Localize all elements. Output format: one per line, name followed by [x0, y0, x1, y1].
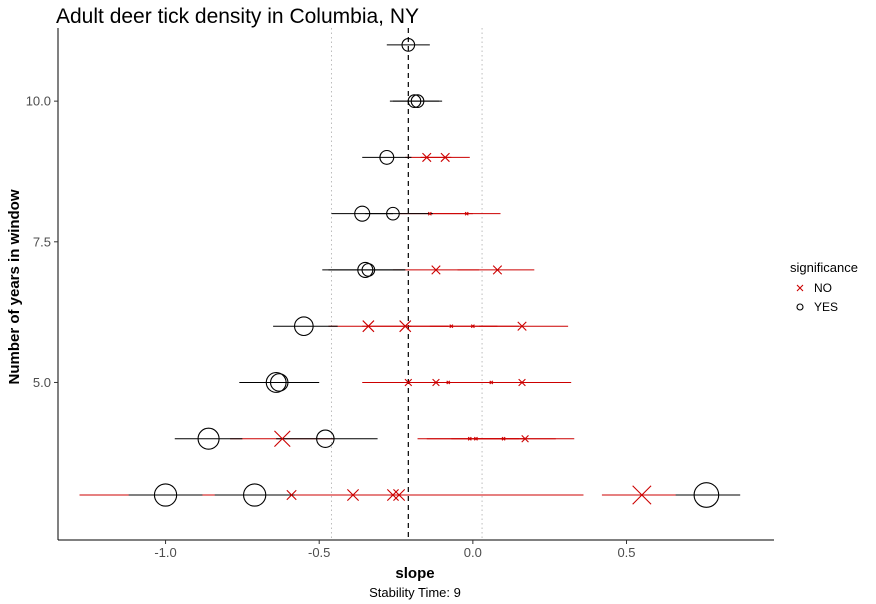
point-significant [197, 427, 220, 450]
point-not-significant [449, 324, 454, 329]
legend: significance NO YES [790, 260, 858, 314]
x-axis-ticks: -1.0 -0.5 0.0 0.5 [154, 540, 636, 560]
chart-caption: Stability Time: 9 [369, 585, 461, 600]
point-significant [693, 482, 720, 508]
reference-lines [330, 28, 483, 540]
point-significant [401, 38, 416, 52]
point-not-significant [286, 489, 297, 501]
x-tick-label: -1.0 [154, 545, 176, 560]
point-significant [407, 94, 422, 108]
point-significant [361, 263, 376, 277]
legend-label: YES [814, 300, 838, 314]
y-axis-ticks: 5.0 7.5 10.0 [26, 94, 58, 390]
point-significant [410, 94, 425, 108]
legend-key-no [796, 284, 804, 292]
legend-label: NO [814, 281, 832, 295]
point-not-significant [518, 378, 526, 387]
point-significant [243, 483, 267, 507]
point-significant [293, 316, 314, 337]
y-tick-label: 10.0 [26, 94, 51, 109]
point-not-significant [404, 378, 413, 387]
point-significant [270, 373, 289, 392]
point-significant [386, 206, 400, 221]
point-significant [316, 429, 335, 448]
x-tick-label: 0.5 [617, 545, 635, 560]
x-axis-title: slope [395, 565, 434, 582]
point-not-significant [440, 152, 450, 163]
point-not-significant [346, 488, 360, 502]
x-tick-label: -0.5 [308, 545, 330, 560]
y-tick-label: 7.5 [33, 234, 51, 249]
y-tick-label: 5.0 [33, 375, 51, 390]
legend-key-yes [796, 303, 804, 311]
y-axis-title: Number of years in window [6, 189, 23, 384]
point-not-significant [501, 436, 506, 441]
point-significant [153, 483, 178, 507]
point-not-significant [521, 434, 529, 443]
points [153, 38, 720, 508]
chart-title: Adult deer tick density in Columbia, NY [56, 5, 419, 28]
point-not-significant [470, 324, 475, 329]
point-not-significant [446, 380, 451, 385]
data-layer [79, 38, 741, 508]
point-not-significant [399, 320, 412, 333]
point-not-significant [464, 211, 469, 216]
point-not-significant [362, 320, 375, 333]
point-not-significant [274, 430, 291, 447]
legend-title: significance [790, 260, 858, 275]
point-not-significant [432, 378, 440, 387]
point-not-significant [489, 380, 494, 385]
point-significant [379, 149, 395, 165]
point-not-significant [393, 488, 406, 502]
point-not-significant [427, 211, 432, 216]
point-not-significant [431, 265, 441, 275]
point-not-significant [517, 321, 527, 331]
point-not-significant [467, 436, 472, 441]
point-not-significant [386, 488, 399, 502]
point-not-significant [492, 265, 503, 275]
point-not-significant [422, 152, 432, 163]
point-significant [357, 261, 374, 278]
x-tick-label: 0.0 [464, 545, 482, 560]
point-not-significant [632, 485, 652, 505]
point-not-significant [473, 436, 478, 441]
point-significant [265, 372, 287, 393]
point-significant [354, 205, 371, 222]
